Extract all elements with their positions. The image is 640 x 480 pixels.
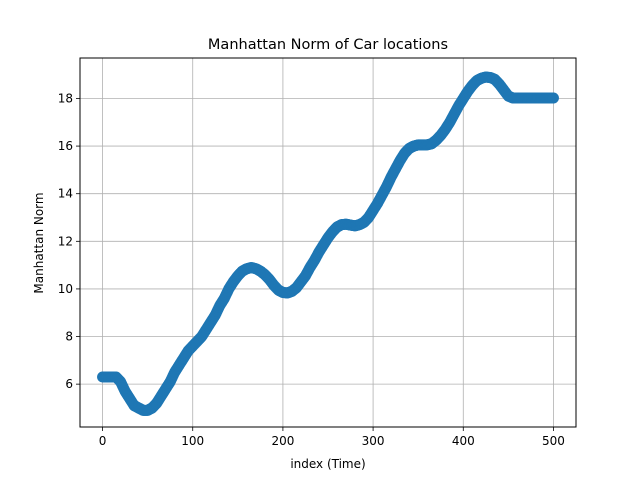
y-tick-label: 6	[65, 377, 73, 391]
x-axis-label: index (Time)	[290, 457, 365, 471]
x-tick-label: 500	[542, 434, 565, 448]
y-tick-label: 14	[58, 187, 73, 201]
x-tick-label: 0	[99, 434, 107, 448]
grid-lines	[80, 58, 576, 427]
data-point	[547, 92, 559, 104]
y-tick-label: 12	[58, 234, 73, 248]
y-tick-label: 18	[58, 91, 73, 105]
data-markers	[97, 71, 559, 416]
plot-frame	[79, 57, 577, 428]
y-axis-label: Manhattan Norm	[32, 192, 46, 293]
y-tick-label: 10	[58, 282, 73, 296]
x-tick-label: 200	[271, 434, 294, 448]
y-tick-label: 16	[58, 139, 73, 153]
x-tick-label: 400	[452, 434, 475, 448]
axis-ticks: 0 100 200 300 400 500 6 8 10 12 14 16 18	[58, 91, 565, 448]
y-tick-label: 8	[65, 330, 73, 344]
x-tick-label: 300	[362, 434, 385, 448]
x-tick-label: 100	[181, 434, 204, 448]
chart-title: Manhattan Norm of Car locations	[208, 37, 448, 53]
